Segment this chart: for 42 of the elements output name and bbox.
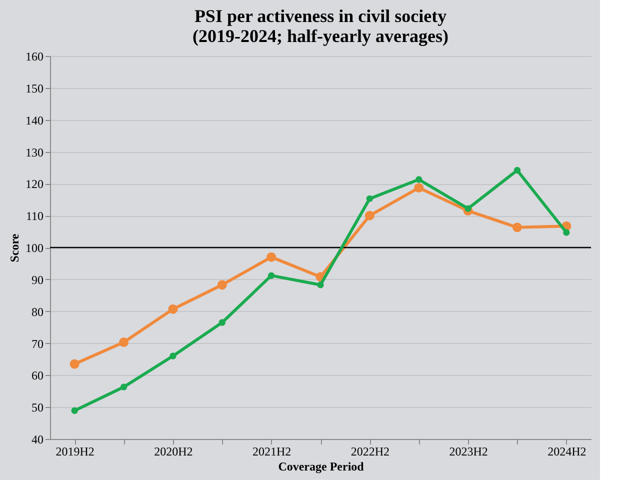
point	[217, 280, 227, 290]
point	[120, 384, 128, 390]
point	[414, 183, 424, 193]
point	[119, 338, 129, 348]
y-tick-label: 130	[26, 145, 44, 160]
y-tick-label: 140	[26, 113, 44, 128]
y-tick-label: 110	[26, 209, 44, 224]
point	[168, 304, 178, 314]
y-tick-label: 40	[32, 432, 44, 446]
x-tick-label: 2024H2	[548, 444, 586, 458]
point	[71, 407, 78, 414]
x-tick-label: 2022H2	[350, 444, 390, 458]
y-axis-title: Score	[8, 233, 22, 262]
point	[170, 352, 176, 360]
y-tick-label: 60	[32, 368, 44, 383]
point	[563, 229, 570, 236]
point	[416, 176, 422, 183]
point	[268, 272, 275, 279]
text: (2019-2024; half-yearly averages)	[192, 26, 448, 46]
point	[266, 252, 276, 262]
x-tick-label: 2021H2	[252, 444, 292, 458]
point	[512, 222, 522, 232]
x-tick-label: 2019H2	[56, 444, 94, 458]
y-tick-label: 70	[32, 336, 44, 351]
x-axis-title: Coverage Period	[278, 460, 364, 474]
point	[514, 166, 521, 174]
y-tick-label: 90	[32, 272, 44, 287]
point	[70, 359, 80, 369]
point	[366, 195, 374, 202]
y-tick-label: 120	[26, 177, 44, 192]
x-tick-label: 2020H2	[154, 444, 193, 458]
y-tick-label: 150	[26, 81, 44, 96]
y-tick-label: 50	[32, 400, 44, 415]
point	[464, 205, 472, 212]
y-tick-label: 80	[32, 304, 44, 319]
y-tick-label: 100	[26, 241, 44, 255]
point	[364, 210, 374, 220]
text: PSI per activeness in civil society	[194, 6, 447, 26]
y-tick-label: 160	[26, 50, 44, 64]
x-tick-label: 2023H2	[449, 444, 488, 458]
point	[317, 281, 324, 288]
point	[218, 319, 226, 326]
